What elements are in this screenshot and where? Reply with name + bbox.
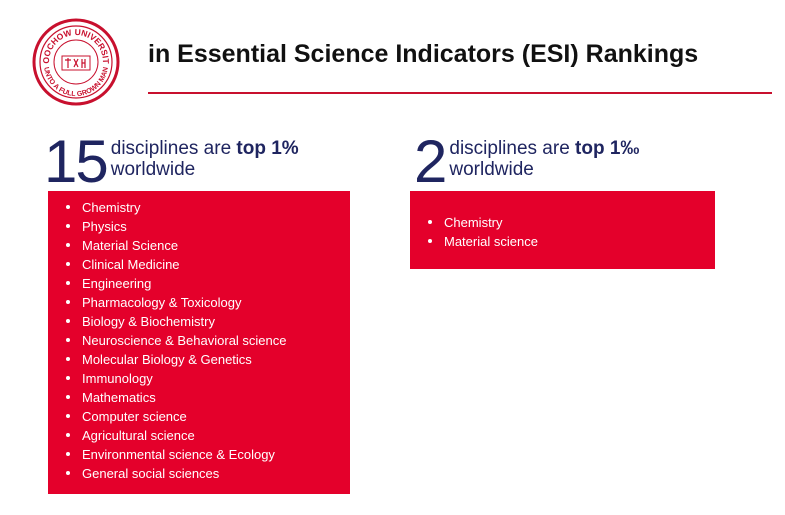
top-1-permille-bold: top 1‰ <box>575 138 640 159</box>
list-item: Material Science <box>66 236 350 255</box>
top-1-permille-list-box: Chemistry Material science <box>410 191 715 269</box>
university-seal-icon: SOOCHOW UNIVERSITY UNTO A FULL GROWN MAN <box>29 10 120 106</box>
list-item: Immunology <box>66 369 350 388</box>
top-1-percent-headline: 15 disciplines are top 1% worldwide <box>44 128 299 195</box>
list-item: Chemistry <box>66 198 350 217</box>
top-1-percent-list: Chemistry Physics Material Science Clinical… <box>48 198 350 483</box>
list-item: Material science <box>428 232 715 251</box>
top-1-percent-count: 15 <box>44 128 109 195</box>
list-item: Engineering <box>66 274 350 293</box>
title-divider <box>148 92 772 94</box>
list-item: Molecular Biology & Genetics <box>66 350 350 369</box>
list-item: Clinical Medicine <box>66 255 350 274</box>
list-item: Environmental science & Ecology <box>66 445 350 464</box>
top-1-percent-label: disciplines are top 1% worldwide <box>111 138 299 180</box>
top-1-percent-list-box: Chemistry Physics Material Science Clinical… <box>48 191 350 494</box>
list-item: Biology & Biochemistry <box>66 312 350 331</box>
top-1-percent-prefix: disciplines are <box>110 138 237 159</box>
list-item: Physics <box>66 217 350 236</box>
list-item: Computer science <box>66 407 350 426</box>
list-item: Pharmacology & Toxicology <box>66 293 350 312</box>
top-1-permille-prefix: disciplines are <box>449 138 576 159</box>
top-1-permille-count: 2 <box>414 128 447 195</box>
top-1-percent-bold: top 1% <box>236 138 299 159</box>
page-title: in Essential Science Indicators (ESI) Ra… <box>148 40 699 68</box>
list-item: General social sciences <box>66 464 350 483</box>
list-item: Neuroscience & Behavioral science <box>66 331 350 350</box>
top-1-percent-line2: worldwide <box>110 159 196 180</box>
list-item: Chemistry <box>428 213 715 232</box>
top-1-permille-line2: worldwide <box>449 159 534 180</box>
top-1-permille-list: Chemistry Material science <box>410 213 715 251</box>
list-item: Agricultural science <box>66 426 350 445</box>
top-1-permille-headline: 2 disciplines are top 1‰ worldwide <box>414 128 639 195</box>
list-item: Mathematics <box>66 388 350 407</box>
top-1-permille-label: disciplines are top 1‰ worldwide <box>449 138 639 180</box>
